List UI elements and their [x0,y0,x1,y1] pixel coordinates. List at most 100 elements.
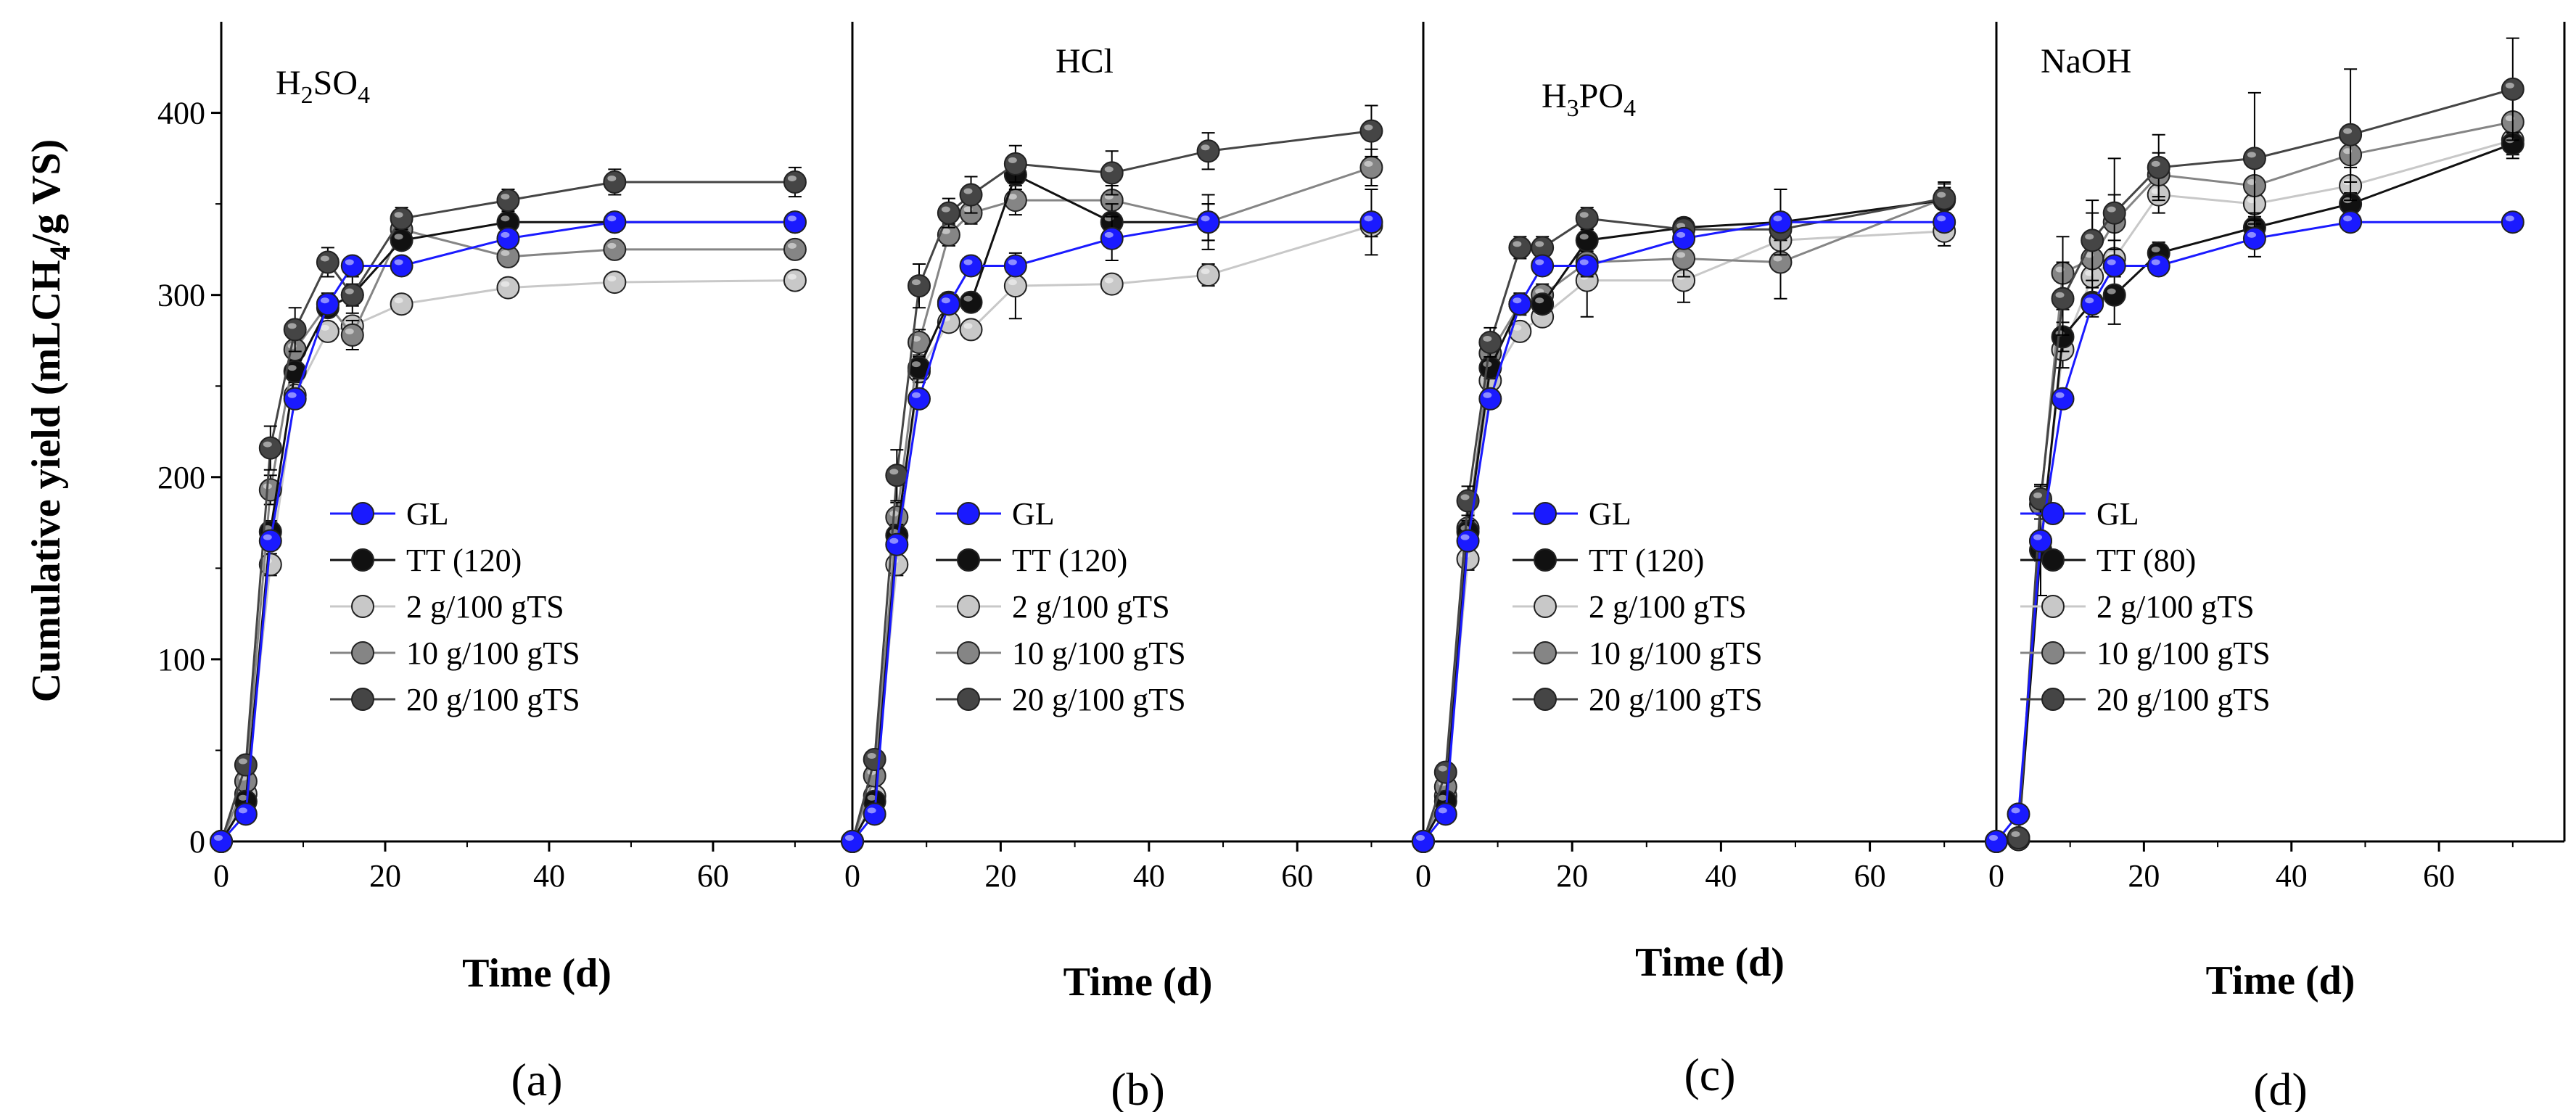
data-point [283,387,307,411]
data-point-highlight [1483,335,1492,342]
data-point [937,292,960,316]
legend-label: TT (120) [1589,543,1704,578]
legend: GL TT (120) 2 g/100 gTS 10 g/100 gTS 20 g/10… [330,496,580,717]
legend-label: 2 g/100 gTS [1012,589,1170,625]
x-tick-label: 60 [697,858,729,894]
x-tick-label: 60 [2423,858,2455,894]
data-point-highlight [787,175,797,181]
data-point-highlight [238,758,247,765]
panel-title-part: PO [1579,77,1624,115]
data-point [2029,529,2053,553]
legend-item: 2 g/100 gTS [1513,589,1747,625]
x-tick-label: 0 [1988,858,2004,894]
series-gl [1412,210,1956,853]
data-point [496,276,520,300]
data-point-highlight [1513,324,1522,331]
data-point-highlight [501,281,510,287]
data-point-highlight [2343,128,2353,134]
data-point-highlight [941,297,950,304]
data-point-highlight [911,392,921,398]
data-point [841,830,864,853]
data-point-highlight [1008,259,1017,265]
data-point [2081,292,2104,316]
data-point-highlight [1676,231,1686,238]
data-point [1196,263,1220,287]
data-point [1769,210,1793,234]
x-tick-label: 60 [1281,858,1313,894]
legend-marker [957,502,980,525]
legend-marker [1534,502,1557,525]
data-point-highlight [501,231,510,238]
data-point-highlight [2505,82,2514,88]
data-point [885,532,909,556]
data-point-highlight [287,392,297,398]
data-point [603,271,627,295]
series-line [220,221,795,842]
data-point [1433,760,1457,784]
data-point [1359,155,1383,179]
data-point [2102,254,2126,278]
data-point-highlight [394,212,403,218]
data-point-highlight [1513,297,1522,304]
series-20-g-100-gts [210,166,807,853]
x-tick-label: 40 [533,858,565,894]
legend-marker [2041,595,2065,618]
legend-label: 20 g/100 gTS [1589,682,1763,717]
data-point-highlight [320,297,329,304]
data-point [2102,283,2126,307]
data-point-highlight [2247,231,2256,238]
legend-marker [957,688,980,711]
data-point-highlight [889,469,899,475]
data-point-highlight [1104,166,1114,173]
x-tick-label: 20 [2128,858,2160,894]
legend-item: TT (80) [2020,543,2196,578]
data-point [390,228,413,252]
data-point-highlight [787,215,797,222]
legend-item: GL [1513,496,1631,532]
panel-title: H2SO4 [276,64,370,109]
data-point [390,254,413,278]
legend-label: 2 g/100 gTS [1589,589,1747,625]
series-line [1422,230,1945,842]
data-point-highlight [287,323,297,329]
data-point-highlight [2055,292,2065,298]
data-point-highlight [787,242,797,249]
data-point-highlight [2151,160,2160,167]
series-line [851,224,1372,842]
panel-title-part: SO [313,64,358,102]
legend-item: 10 g/100 gTS [330,635,580,671]
data-point-highlight [2107,288,2116,295]
data-point-highlight [1937,191,1946,198]
data-point [1672,226,1696,250]
data-point [2081,228,2104,252]
data-point [1933,186,1956,210]
panel-title-part: NaOH [2041,42,2131,81]
panel-title-subscript: 4 [1624,95,1636,122]
data-point [1531,292,1555,316]
y-axis-label-tail: /g VS) [24,139,69,247]
panel-title: HCl [1055,42,1114,81]
x-tick-label: 20 [1556,858,1588,894]
data-point [603,210,627,234]
data-point [603,170,627,194]
series-line [1995,221,2513,842]
data-point-highlight [607,242,617,249]
data-point-highlight [941,228,950,234]
panel-sub-label: (b) [1111,1063,1165,1112]
data-point-highlight [501,194,510,200]
data-point-highlight [1535,297,1544,304]
data-point-highlight [238,794,247,801]
data-point [1531,254,1555,278]
y-tick-label: 100 [157,642,205,678]
data-point-highlight [345,259,354,265]
data-point [783,268,807,292]
data-point-highlight [889,538,899,544]
data-point-highlight [607,175,617,181]
data-point-highlight [1438,807,1447,814]
data-point [783,237,807,261]
data-point-highlight [1579,212,1589,218]
data-point-highlight [1535,259,1544,265]
data-point-highlight [911,361,921,368]
data-point-highlight [1008,194,1017,200]
